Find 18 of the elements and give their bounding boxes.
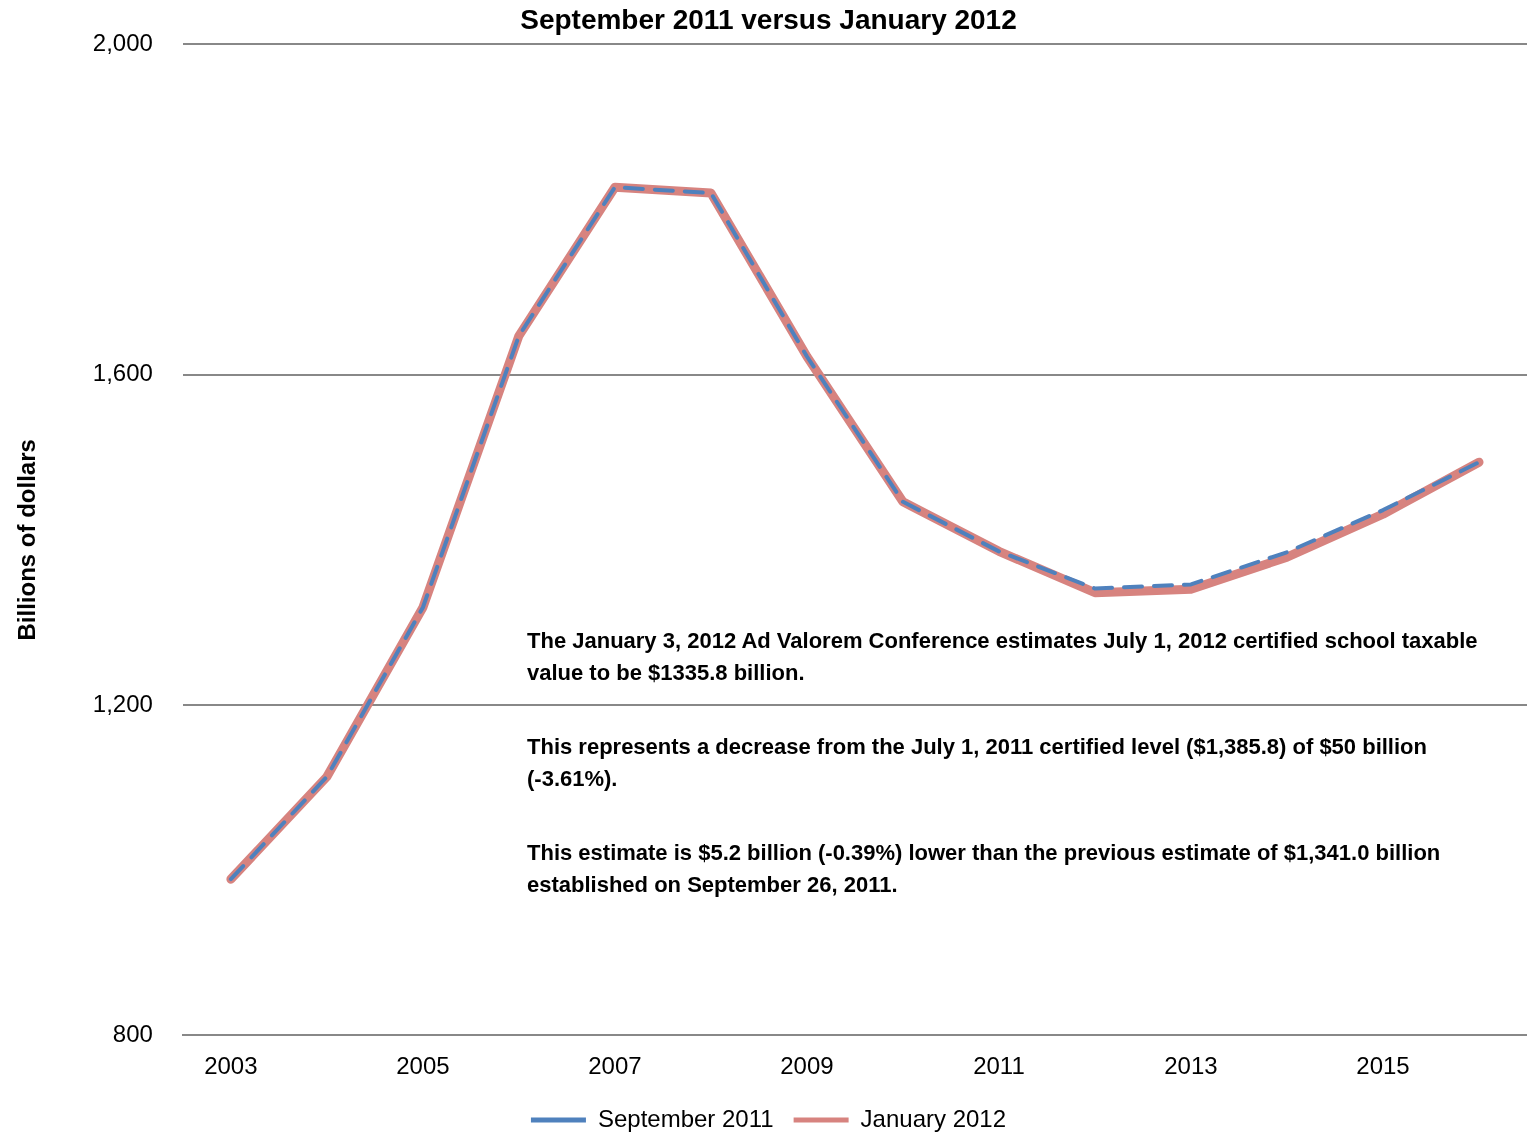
y-tick-label: 1,600 — [92, 359, 153, 387]
annotation: This estimate is $5.2 billion (-0.39%) lower than the previous estimate of $1,341.0 billion established on September 26, 2011. — [527, 839, 1442, 899]
x-tick-label: 2011 — [973, 1052, 1025, 1080]
y-axis-title: Billions of dollars — [13, 439, 41, 641]
legend-label: January 2012 — [860, 1104, 1007, 1132]
annotation: This represents a decrease from the July 1, 2011 certified level ($1,385.8) of $50 billion (-3.61%). — [527, 733, 1428, 793]
y-tick-label: 800 — [112, 1019, 153, 1047]
annotation: The January 3, 2012 Ad Valorem Conference estimates July 1, 2012 certified school taxable value to be $1335.8 billion. — [527, 627, 1479, 687]
x-tick-label: 2009 — [780, 1052, 834, 1080]
chart-title: September 2011 versus January 2012 — [520, 4, 1017, 36]
x-tick-label: 2015 — [1356, 1052, 1410, 1080]
x-tick-label: 2007 — [588, 1052, 642, 1080]
x-tick-label: 2013 — [1164, 1052, 1218, 1080]
legend-label: September 2011 — [597, 1104, 774, 1132]
x-tick-label: 2005 — [396, 1052, 450, 1080]
x-tick-label: 2003 — [204, 1052, 258, 1080]
y-tick-label: 1,200 — [92, 689, 153, 717]
y-tick-label: 2,000 — [92, 29, 153, 57]
